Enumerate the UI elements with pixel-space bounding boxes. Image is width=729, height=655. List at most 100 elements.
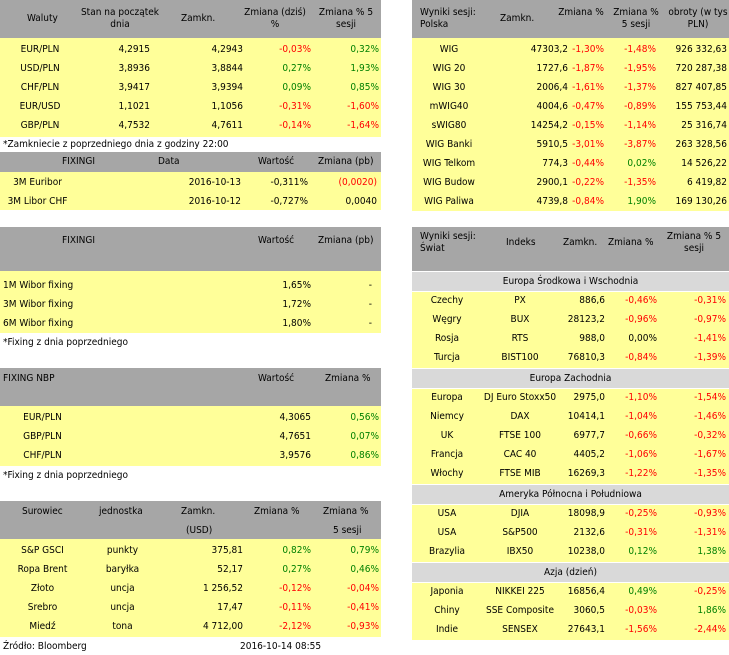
- polska-row-cell: 4739,8: [536, 195, 568, 207]
- polska-col-change5: Zmiana % 5 sesji: [613, 7, 659, 30]
- fixing1-row-cell: 0,0040: [345, 195, 377, 207]
- surowce-sub-usd: (USD): [186, 525, 213, 536]
- swiat-col-change5: Zmiana % 5 sesji: [666, 231, 722, 254]
- swiat-row-cell: SSE Composite: [486, 605, 554, 616]
- waluty-row-cell: -1,60%: [347, 100, 379, 112]
- nbp-row-cell: EUR/PLN: [23, 411, 62, 423]
- polska-row-cell: sWIG80: [431, 119, 467, 131]
- polska-row-cell: 2006,4: [536, 81, 568, 93]
- swiat-row-cell: 18098,9: [567, 508, 605, 519]
- polska-row-cell: WIG Paliwa: [424, 195, 474, 207]
- swiat-row-cell: S&P500: [502, 527, 538, 538]
- surowce-row-cell: tona: [112, 620, 133, 632]
- nbp-header: [0, 368, 381, 406]
- fixing1-row-cell: -0,727%: [270, 195, 308, 207]
- fixing1-row-cell: 2016-10-13: [188, 176, 241, 188]
- polska-row-cell: 169 130,26: [675, 195, 728, 207]
- polska-row-cell: WIG Budow: [423, 176, 475, 188]
- wibor-header: [0, 227, 381, 271]
- polska-row-cell: 47303,2: [530, 43, 568, 55]
- swiat-row-cell: 16269,3: [567, 468, 605, 479]
- waluty-row-cell: CHF/PLN: [20, 81, 60, 93]
- swiat-row-cell: 6977,7: [573, 430, 605, 441]
- polska-row-cell: -1,61%: [572, 81, 604, 93]
- swiat-row-cell: -0,96%: [625, 314, 657, 325]
- surowce-body: [0, 539, 381, 637]
- swiat-row-cell: PX: [514, 295, 526, 306]
- wibor-row-cell: 1,72%: [282, 298, 311, 310]
- swiat-row-cell: 2132,6: [573, 527, 605, 538]
- nbp-row-cell: 0,86%: [350, 449, 379, 461]
- swiat-header: [412, 227, 729, 271]
- waluty-row-cell: 4,2943: [211, 43, 243, 55]
- polska-row-cell: -1,37%: [624, 81, 656, 93]
- wibor-row-cell: 1,80%: [282, 317, 311, 329]
- swiat-row-cell: DAX: [510, 411, 530, 422]
- waluty-col-name: Waluty: [27, 13, 58, 24]
- waluty-row-cell: 3,9394: [211, 81, 243, 93]
- polska-row-cell: 720 287,38: [675, 62, 728, 74]
- polska-row-cell: 774,3: [542, 157, 568, 169]
- swiat-row-cell: Indie: [435, 624, 459, 635]
- surowce-row-cell: S&P GSCI: [21, 544, 64, 556]
- wibor-note: *Fixing z dnia poprzedniego: [3, 337, 128, 348]
- fixing1-col-change: Zmiana (pb): [318, 156, 374, 167]
- polska-row-cell: 14 526,22: [681, 157, 727, 169]
- polska-row-cell: 263 328,56: [675, 138, 728, 150]
- swiat-row-cell: 0,12%: [628, 546, 657, 557]
- surowce-row-cell: -0,41%: [347, 601, 379, 613]
- surowce-col-change5: Zmiana %: [323, 506, 369, 517]
- swiat-row-cell: -1,06%: [625, 449, 657, 460]
- swiat-row-cell: BIST100: [501, 352, 539, 363]
- polska-col-change: Zmiana %: [558, 7, 604, 18]
- swiat-row-cell: UK: [440, 430, 454, 441]
- swiat-row-cell: Europa: [431, 392, 463, 403]
- polska-row-cell: 155 753,44: [675, 100, 728, 112]
- polska-row-cell: 14254,2: [530, 119, 568, 131]
- swiat-row-cell: -1,31%: [694, 527, 726, 538]
- swiat-row-cell: Rosja: [434, 333, 459, 344]
- surowce-row-cell: 375,81: [211, 544, 243, 556]
- waluty-row-cell: USD/PLN: [20, 62, 60, 74]
- polska-row-cell: mWIG40: [429, 100, 469, 112]
- swiat-row-cell: 3060,5: [573, 605, 605, 616]
- polska-row-cell: -1,30%: [572, 43, 604, 55]
- nbp-body: [0, 406, 381, 466]
- swiat-row-cell: -1,22%: [625, 468, 657, 479]
- polska-row-cell: -0,22%: [572, 176, 604, 188]
- polska-row-cell: -1,35%: [624, 176, 656, 188]
- swiat-row-cell: Chiny: [434, 605, 460, 616]
- surowce-row-cell: -0,12%: [279, 582, 311, 594]
- swiat-row-cell: -0,31%: [694, 295, 726, 306]
- polska-row-cell: 2900,1: [536, 176, 568, 188]
- polska-row-cell: -0,84%: [572, 195, 604, 207]
- swiat-row-cell: USA: [437, 508, 457, 519]
- waluty-row-cell: 0,27%: [282, 62, 311, 74]
- swiat-section-body: [412, 389, 729, 484]
- swiat-row-cell: 10414,1: [567, 411, 605, 422]
- nbp-row-cell: 0,07%: [350, 430, 379, 442]
- polska-col-close: Zamkn.: [500, 13, 535, 24]
- waluty-row-cell: 0,32%: [350, 43, 379, 55]
- swiat-row-cell: SENSEX: [502, 624, 538, 635]
- surowce-row-cell: 0,82%: [282, 544, 311, 556]
- swiat-section-title: Europa Środkowa i Wschodnia: [412, 272, 729, 291]
- waluty-row-cell: EUR/USD: [19, 100, 61, 112]
- swiat-row-cell: -0,31%: [625, 527, 657, 538]
- swiat-row-cell: 10238,0: [567, 546, 605, 557]
- fixing1-body: [0, 172, 381, 210]
- swiat-row-cell: -1,35%: [694, 468, 726, 479]
- surowce-row-cell: Miedź: [29, 620, 56, 632]
- fixing1-header: [0, 152, 381, 172]
- polska-row-cell: 5910,5: [536, 138, 568, 150]
- nbp-row-cell: GBP/PLN: [23, 430, 62, 442]
- polska-row-cell: 827 407,85: [675, 81, 728, 93]
- swiat-section-body: [412, 505, 729, 562]
- swiat-row-cell: Włochy: [430, 468, 464, 479]
- fixing1-row-cell: 3M Euribor: [13, 176, 62, 188]
- surowce-row-cell: punkty: [106, 544, 139, 556]
- waluty-body: [0, 38, 381, 137]
- surowce-row-cell: baryłka: [105, 563, 140, 575]
- report-datetime: 2016-10-14 08:55: [240, 641, 322, 652]
- nbp-col-name: FIXING NBP: [3, 373, 55, 384]
